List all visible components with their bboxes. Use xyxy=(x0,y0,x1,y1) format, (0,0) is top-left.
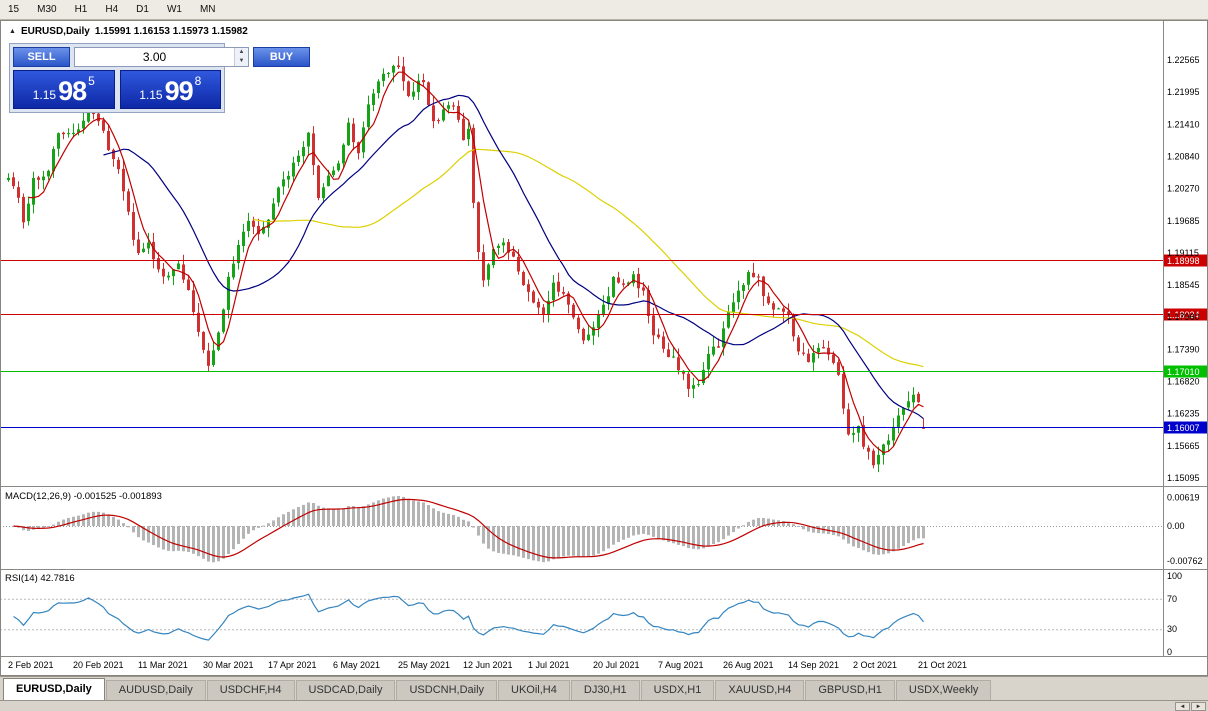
svg-text:1.17010: 1.17010 xyxy=(1167,367,1200,377)
svg-text:25 May 2021: 25 May 2021 xyxy=(398,660,450,670)
sell-price-main: 98 xyxy=(58,76,87,106)
sell-price-point: 5 xyxy=(88,74,95,88)
buy-price-main: 99 xyxy=(164,76,194,106)
svg-text:21 Oct 2021: 21 Oct 2021 xyxy=(918,660,967,670)
svg-text:RSI(14) 42.7816: RSI(14) 42.7816 xyxy=(5,573,75,584)
tab-audusd-daily[interactable]: AUDUSD,Daily xyxy=(105,680,206,700)
scroll-right-button[interactable]: ► xyxy=(1191,701,1206,711)
lot-spinner: ▲ ▼ xyxy=(234,48,248,66)
timeframe-button-d1[interactable]: D1 xyxy=(136,4,149,15)
buy-price-button[interactable]: 1.15 99 8 xyxy=(119,70,221,109)
lot-size-input[interactable] xyxy=(75,48,234,66)
svg-text:100: 100 xyxy=(1167,571,1182,581)
timeframe-button-15[interactable]: 15 xyxy=(8,4,20,15)
svg-text:1.16007: 1.16007 xyxy=(1167,423,1200,433)
scroll-left-button[interactable]: ◄ xyxy=(1175,701,1190,711)
svg-text:1.17390: 1.17390 xyxy=(1167,344,1200,354)
svg-text:MACD(12,26,9) -0.001525 -0.001: MACD(12,26,9) -0.001525 -0.001893 xyxy=(5,491,162,502)
candlesticks xyxy=(7,56,925,473)
svg-text:1.16820: 1.16820 xyxy=(1167,377,1200,387)
chart-ohlc-values: 1.15991 1.16153 1.15973 1.15982 xyxy=(94,26,248,37)
svg-text:1.15095: 1.15095 xyxy=(1167,473,1200,483)
svg-text:1.19685: 1.19685 xyxy=(1167,216,1200,226)
svg-text:6 May 2021: 6 May 2021 xyxy=(333,660,380,670)
timeframe-toolbar: 15 M30 H1 H4 D1 W1 MN xyxy=(0,0,1208,20)
svg-text:1.22565: 1.22565 xyxy=(1167,55,1200,65)
lot-decrease-button[interactable]: ▼ xyxy=(235,57,248,66)
panel-separators[interactable] xyxy=(0,20,1208,657)
chart-title: ▲ EURUSD,Daily 1.15991 1.16153 1.15973 1… xyxy=(9,26,248,37)
lot-increase-button[interactable]: ▲ xyxy=(235,48,248,57)
date-axis: 2 Feb 2021 20 Feb 2021 11 Mar 2021 30 Mar 2… xyxy=(8,660,967,670)
svg-text:14 Sep 2021: 14 Sep 2021 xyxy=(788,660,839,670)
timeframe-button-m30[interactable]: M30 xyxy=(37,4,57,15)
svg-text:11 Mar 2021: 11 Mar 2021 xyxy=(138,660,188,670)
svg-text:1.21995: 1.21995 xyxy=(1167,87,1200,97)
svg-text:1.21410: 1.21410 xyxy=(1167,119,1200,129)
svg-text:0: 0 xyxy=(1167,647,1172,657)
svg-text:20 Feb 2021: 20 Feb 2021 xyxy=(73,660,124,670)
svg-text:1.20270: 1.20270 xyxy=(1167,184,1200,194)
tab-ukoil-h4[interactable]: UKOil,H4 xyxy=(498,680,570,700)
tab-usdcad-daily[interactable]: USDCAD,Daily xyxy=(295,680,396,700)
tab-dj30-h1[interactable]: DJ30,H1 xyxy=(570,680,640,700)
chart-tabs-bar: EURUSD,Daily AUDUSD,Daily USDCHF,H4 USDCAD,… xyxy=(0,676,1208,700)
svg-text:1.18998: 1.18998 xyxy=(1167,256,1200,266)
svg-text:30 Mar 2021: 30 Mar 2021 xyxy=(203,660,254,670)
svg-text:1.19115: 1.19115 xyxy=(1167,248,1199,258)
timeframe-button-mn[interactable]: MN xyxy=(199,4,216,15)
tab-usdcnh-daily[interactable]: USDCNH,Daily xyxy=(396,680,498,700)
svg-text:0.00: 0.00 xyxy=(1167,521,1185,531)
tab-gbpusd-h1[interactable]: GBPUSD,H1 xyxy=(805,680,895,700)
svg-text:17 Apr 2021: 17 Apr 2021 xyxy=(268,660,317,670)
svg-text:1 Jul 2021: 1 Jul 2021 xyxy=(528,660,570,670)
chart-symbol-label: EURUSD,Daily xyxy=(20,26,90,37)
svg-text:12 Jun 2021: 12 Jun 2021 xyxy=(463,660,513,670)
tab-usdchf-h4[interactable]: USDCHF,H4 xyxy=(206,680,295,700)
sell-price-button[interactable]: 1.15 98 5 xyxy=(13,70,115,109)
price-chart: 1.18998 1.18024 1.17010 1.16007 1.22565 1.219… xyxy=(0,20,1208,676)
moving-averages xyxy=(28,71,924,454)
svg-text:1.18545: 1.18545 xyxy=(1167,280,1200,290)
svg-text:1.15665: 1.15665 xyxy=(1167,441,1200,451)
svg-text:26 Aug 2021: 26 Aug 2021 xyxy=(723,660,774,670)
price-axis: 1.22565 1.21995 1.21410 1.20840 1.20270 1.196… xyxy=(1167,55,1200,483)
svg-text:7 Aug 2021: 7 Aug 2021 xyxy=(658,660,704,670)
horizontal-scrollbar[interactable]: ◄ ► xyxy=(0,700,1208,711)
svg-text:1.16235: 1.16235 xyxy=(1167,409,1200,419)
horizontal-lines[interactable]: 1.18998 1.18024 1.17010 1.16007 xyxy=(0,254,1208,434)
buy-button[interactable]: BUY xyxy=(253,47,310,67)
svg-text:1.17960: 1.17960 xyxy=(1167,312,1200,322)
macd-panel: MACD(12,26,9) -0.001525 -0.001893 0.00619… xyxy=(0,491,1203,566)
svg-text:30: 30 xyxy=(1167,624,1177,634)
svg-text:2 Oct 2021: 2 Oct 2021 xyxy=(853,660,897,670)
tab-usdx-h1[interactable]: USDX,H1 xyxy=(640,680,715,700)
svg-text:-0.00762: -0.00762 xyxy=(1167,556,1203,566)
timeframe-button-w1[interactable]: W1 xyxy=(166,4,182,15)
svg-text:1.18024: 1.18024 xyxy=(1167,310,1200,320)
rsi-panel: RSI(14) 42.7816 100 70 30 0 xyxy=(0,571,1182,657)
svg-text:2 Feb 2021: 2 Feb 2021 xyxy=(8,660,54,670)
tab-xauusd-h4[interactable]: XAUUSD,H4 xyxy=(715,680,805,700)
buy-price-prefix: 1.15 xyxy=(139,88,163,102)
lot-size-box: ▲ ▼ xyxy=(74,47,249,67)
svg-text:0.00619: 0.00619 xyxy=(1167,493,1200,503)
timeframe-button-h4[interactable]: H4 xyxy=(105,4,119,15)
sell-price-prefix: 1.15 xyxy=(32,88,57,102)
svg-text:70: 70 xyxy=(1167,594,1177,604)
svg-text:1.20840: 1.20840 xyxy=(1167,151,1200,161)
tab-usdx-weekly[interactable]: USDX,Weekly xyxy=(895,680,992,700)
one-click-collapse-icon[interactable]: ▲ xyxy=(9,28,16,35)
buy-price-point: 8 xyxy=(194,74,202,88)
svg-text:20 Jul 2021: 20 Jul 2021 xyxy=(593,660,640,670)
timeframe-button-h1[interactable]: H1 xyxy=(74,4,88,15)
sell-button[interactable]: SELL xyxy=(13,47,70,67)
tab-eurusd-daily[interactable]: EURUSD,Daily xyxy=(3,678,105,700)
one-click-trading-panel: SELL ▲ ▼ BUY 1.15 98 5 1.15 99 8 xyxy=(9,43,310,113)
